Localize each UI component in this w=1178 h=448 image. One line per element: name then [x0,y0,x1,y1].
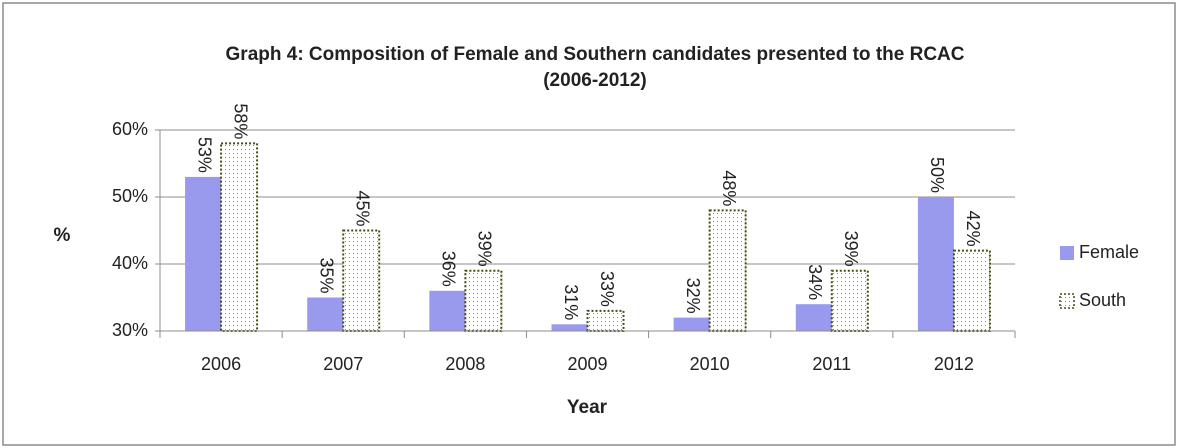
data-label: 48% [719,170,739,206]
x-axis-title: Year [567,397,608,418]
y-tick-label: 60% [112,119,148,139]
legend-swatch [1060,246,1074,260]
bar [429,290,466,331]
x-tick-label: 2006 [201,354,241,374]
bar [673,317,710,331]
y-tick-label: 40% [112,253,148,273]
y-tick-label: 30% [112,320,148,340]
x-tick-label: 2009 [567,354,607,374]
bar [220,142,259,332]
data-label: 39% [475,231,495,267]
data-label: 31% [561,284,581,320]
legend-label: South [1079,290,1126,310]
y-tick-label: 50% [112,186,148,206]
chart-title: Graph 4: Composition of Female and South… [226,44,965,65]
y-axis-title: % [54,225,71,246]
x-tick-label: 2008 [445,354,485,374]
legend-label: Female [1079,242,1139,262]
bar [342,229,381,332]
bar [464,269,503,333]
bar [185,176,222,331]
bar [952,249,991,333]
bar [830,269,869,333]
data-label: 39% [841,231,861,267]
chart-title: (2006-2012) [543,70,647,91]
data-label: 34% [805,264,825,300]
data-label: 35% [316,257,336,293]
data-label: 53% [194,137,214,173]
bar [795,304,832,331]
data-label: 33% [597,271,617,307]
bar [708,209,747,332]
legend-swatch [1059,293,1075,309]
data-label: 36% [439,251,459,287]
bar [586,309,625,332]
data-label: 58% [230,103,250,139]
x-tick-label: 2007 [323,354,363,374]
data-label: 50% [927,157,947,193]
bar [307,297,344,331]
bar [551,324,588,331]
x-tick-label: 2012 [934,354,974,374]
bar [917,197,954,331]
data-label: 42% [963,211,983,247]
data-label: 32% [683,278,703,314]
x-tick-label: 2010 [690,354,730,374]
x-tick-label: 2011 [812,354,851,374]
data-label: 45% [352,190,372,226]
